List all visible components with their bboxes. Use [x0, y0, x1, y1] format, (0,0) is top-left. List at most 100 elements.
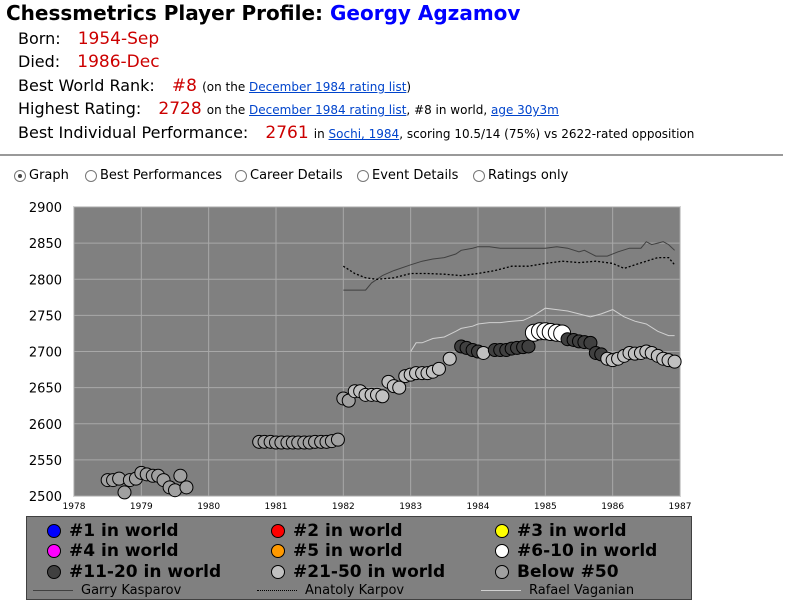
best-performance-event-link[interactable]: Sochi, 1984 [328, 127, 400, 141]
legend-item-rank-1: #1 in world [47, 521, 179, 541]
legend-item-rank-5: #5 in world [271, 541, 403, 561]
rating-point [168, 483, 182, 498]
best-performance-note-pre: in [313, 127, 329, 141]
x-tick-label: 1981 [265, 502, 288, 512]
y-tick-label: 2850 [29, 237, 62, 252]
rating-point [442, 351, 457, 366]
died-label: Died: [18, 52, 61, 71]
radio-graph-indicator[interactable] [14, 169, 26, 182]
legend-label-rank-4: #4 in world [69, 541, 179, 561]
rating-point [521, 339, 536, 354]
rating-point [179, 480, 194, 495]
legend-label-karpov: Anatoly Karpov [305, 583, 405, 598]
radio-career-details[interactable]: Career Details [235, 168, 343, 183]
highest-rating-row: Highest Rating: 2728 on the December 198… [18, 99, 559, 119]
x-tick-label: 1978 [63, 502, 86, 512]
x-tick-label: 1980 [197, 502, 220, 512]
radio-event-details[interactable]: Event Details [357, 168, 458, 183]
born-row: Born: 1954-Sep [18, 29, 159, 49]
legend-dot-rank-1 [47, 524, 61, 538]
radio-best-performances-indicator[interactable] [85, 169, 97, 182]
y-tick-label: 2800 [29, 273, 62, 288]
x-tick-label: 1983 [399, 502, 422, 512]
legend-line-karpov [257, 590, 297, 591]
legend-label-rank-1: #1 in world [69, 521, 179, 541]
legend-dot-rank-2 [271, 524, 285, 538]
y-tick-label: 2750 [29, 309, 62, 324]
legend-label-rank-11-20: #11-20 in world [69, 562, 222, 582]
legend-item-below-50: Below #50 [495, 562, 619, 582]
radio-event-details-indicator[interactable] [357, 169, 369, 182]
died-value: 1986-Dec [77, 52, 160, 72]
radio-ratings-only-indicator[interactable] [473, 169, 485, 182]
legend-dot-rank-6-10 [495, 544, 509, 558]
legend-item-rank-6-10: #6-10 in world [495, 541, 657, 561]
rating-point [667, 354, 682, 369]
legend-item-rank-4: #4 in world [47, 541, 179, 561]
legend-label-rank-5: #5 in world [293, 541, 403, 561]
rating-point [330, 432, 345, 447]
radio-best-performances[interactable]: Best Performances [85, 168, 222, 183]
y-tick-label: 2500 [29, 490, 62, 505]
legend-dot-rank-3 [495, 524, 509, 538]
series-line-garry-kasparov [343, 241, 675, 291]
radio-event-details-label: Event Details [372, 168, 459, 183]
radio-ratings-only[interactable]: Ratings only [473, 168, 568, 183]
x-tick-label: 1986 [601, 502, 624, 512]
legend-label-rank-3: #3 in world [517, 521, 627, 541]
legend-dot-rank-4 [47, 544, 61, 558]
best-rank-note-pre: (on the [202, 80, 250, 94]
title-prefix: Chessmetrics Player Profile: [6, 1, 330, 25]
series-line-anatoly-karpov [342, 256, 676, 280]
x-tick-label: 1984 [467, 502, 490, 512]
chart-legend: #1 in world #2 in world #3 in world #4 i… [26, 516, 692, 600]
legend-dot-rank-11-20 [47, 565, 61, 579]
radio-career-details-indicator[interactable] [235, 169, 247, 182]
best-rank-label: Best World Rank: [18, 76, 155, 95]
legend-label-kasparov: Garry Kasparov [81, 583, 182, 598]
y-tick-label: 2550 [29, 454, 62, 469]
section-divider [0, 154, 783, 156]
highest-rating-list-link[interactable]: December 1984 rating list [249, 103, 407, 117]
best-rank-row: Best World Rank: #8 (on the December 198… [18, 76, 411, 96]
rating-point [375, 389, 390, 404]
legend-item-kasparov: Garry Kasparov [33, 583, 181, 598]
highest-rating-note-pre: on the [206, 103, 250, 117]
legend-line-vaganian [481, 590, 521, 591]
best-rank-note-post: ) [406, 80, 412, 94]
legend-item-rank-3: #3 in world [495, 521, 627, 541]
born-value: 1954-Sep [77, 29, 160, 49]
rating-point [392, 380, 407, 395]
x-tick-label: 1987 [669, 502, 692, 512]
best-rank-value: #8 [171, 76, 197, 96]
legend-item-rank-21-50: #21-50 in world [271, 562, 445, 582]
player-name: Georgy Agzamov [329, 1, 521, 25]
legend-dot-rank-21-50 [271, 565, 285, 579]
legend-line-kasparov [33, 590, 73, 591]
y-tick-label: 2650 [29, 382, 62, 397]
series-line-rafael-vaganian [410, 307, 675, 352]
highest-rating-label: Highest Rating: [18, 99, 142, 118]
legend-dot-rank-5 [271, 544, 285, 558]
x-tick-label: 1985 [534, 502, 557, 512]
page-title: Chessmetrics Player Profile: Georgy Agza… [6, 1, 520, 25]
best-performance-value: 2761 [265, 123, 309, 143]
legend-label-rank-6-10: #6-10 in world [517, 541, 658, 561]
highest-rating-age-link[interactable]: age 30y3m [490, 103, 559, 117]
legend-dot-below-50 [495, 565, 509, 579]
legend-label-rank-21-50: #21-50 in world [293, 562, 446, 582]
best-performance-label: Best Individual Performance: [18, 123, 249, 142]
rating-point [173, 468, 188, 483]
best-rank-list-link[interactable]: December 1984 rating list [249, 80, 407, 94]
x-tick-label: 1982 [332, 502, 355, 512]
legend-item-vaganian: Rafael Vaganian [481, 583, 634, 598]
y-tick-label: 2600 [29, 418, 62, 433]
radio-best-performances-label: Best Performances [100, 168, 223, 183]
rating-point [476, 345, 491, 360]
born-label: Born: [18, 29, 61, 48]
legend-item-karpov: Anatoly Karpov [257, 583, 404, 598]
legend-label-rank-2: #2 in world [293, 521, 403, 541]
rating-history-chart: 2500 2550 2600 2650 2700 2750 2800 2850 2900 1978… [29, 201, 692, 512]
radio-graph[interactable]: Graph [14, 168, 69, 183]
rating-point [117, 485, 132, 500]
